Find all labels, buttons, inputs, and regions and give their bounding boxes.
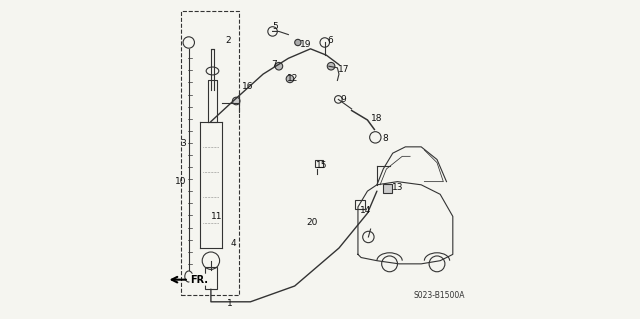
Text: 8: 8 — [382, 134, 388, 144]
Bar — [355, 200, 365, 209]
Circle shape — [294, 39, 301, 46]
Circle shape — [286, 75, 294, 83]
Text: 14: 14 — [360, 206, 372, 215]
Text: 20: 20 — [307, 218, 318, 227]
Text: 1: 1 — [227, 299, 233, 308]
Text: 4: 4 — [230, 239, 236, 248]
Text: 17: 17 — [338, 65, 349, 74]
Text: FR.: FR. — [190, 275, 209, 285]
Bar — [383, 184, 392, 193]
Text: 5: 5 — [272, 22, 278, 31]
Text: 18: 18 — [371, 114, 382, 123]
Text: 2: 2 — [225, 36, 231, 45]
Circle shape — [232, 97, 240, 105]
Text: 10: 10 — [175, 177, 186, 186]
Bar — [316, 160, 323, 167]
Bar — [205, 267, 217, 289]
Text: 12: 12 — [287, 74, 298, 83]
Text: 7: 7 — [271, 60, 277, 69]
Text: 3: 3 — [180, 139, 186, 148]
Text: 6: 6 — [327, 36, 333, 45]
Text: 11: 11 — [211, 212, 222, 221]
Text: S023-B1500A: S023-B1500A — [414, 291, 465, 300]
Text: 16: 16 — [241, 82, 253, 91]
Text: 13: 13 — [392, 183, 403, 192]
Text: 19: 19 — [300, 40, 312, 48]
Circle shape — [327, 63, 335, 70]
Text: 15: 15 — [316, 161, 328, 170]
Circle shape — [275, 63, 283, 70]
Text: 9: 9 — [340, 95, 346, 104]
